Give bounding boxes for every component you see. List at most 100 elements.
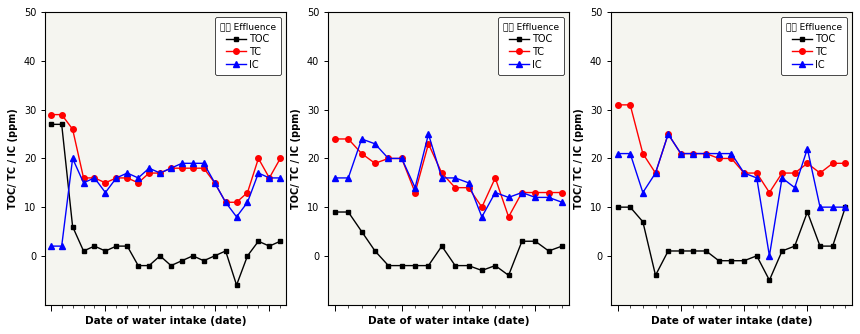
TC: [177, 166, 187, 170]
IC: [210, 181, 220, 185]
IC: [557, 200, 568, 204]
IC: [423, 132, 433, 136]
IC: [476, 215, 487, 219]
IC: [329, 176, 340, 180]
IC: [384, 156, 394, 160]
Line: TC: TC: [332, 136, 565, 220]
TOC: [530, 239, 540, 243]
IC: [101, 190, 111, 194]
TC: [384, 156, 394, 160]
TC: [503, 215, 513, 219]
Y-axis label: TOC/ TC / IC (ppm): TOC/ TC / IC (ppm): [574, 108, 584, 209]
TC: [625, 103, 636, 107]
IC: [638, 190, 648, 194]
TC: [187, 166, 198, 170]
IC: [144, 166, 154, 170]
TC: [410, 190, 421, 194]
Line: IC: IC: [332, 131, 565, 220]
IC: [187, 161, 198, 165]
TC: [57, 113, 67, 117]
TC: [166, 166, 176, 170]
TC: [530, 190, 540, 194]
IC: [789, 186, 800, 190]
TOC: [243, 254, 253, 258]
IC: [650, 171, 660, 175]
TC: [101, 181, 111, 185]
X-axis label: Date of water intake (date): Date of water intake (date): [368, 316, 529, 326]
IC: [727, 152, 737, 156]
TC: [450, 186, 460, 190]
TOC: [264, 244, 274, 248]
TOC: [714, 259, 724, 263]
TOC: [46, 122, 56, 126]
TOC: [253, 239, 263, 243]
IC: [688, 152, 698, 156]
IC: [155, 171, 165, 175]
IC: [410, 186, 421, 190]
TC: [343, 137, 353, 141]
TOC: [663, 249, 673, 253]
Legend: TOC, TC, IC: TOC, TC, IC: [215, 17, 281, 75]
IC: [199, 161, 209, 165]
TC: [490, 176, 501, 180]
IC: [544, 195, 554, 199]
TC: [231, 200, 242, 204]
TOC: [827, 244, 838, 248]
IC: [275, 176, 286, 180]
IC: [231, 215, 242, 219]
TC: [663, 132, 673, 136]
TC: [243, 190, 253, 194]
X-axis label: Date of water intake (date): Date of water intake (date): [651, 316, 812, 326]
TOC: [739, 259, 749, 263]
TC: [840, 161, 851, 165]
TC: [220, 200, 230, 204]
TC: [557, 190, 568, 194]
TC: [650, 171, 660, 175]
TOC: [144, 264, 154, 268]
TC: [802, 161, 813, 165]
TOC: [437, 244, 447, 248]
TOC: [450, 264, 460, 268]
IC: [676, 152, 686, 156]
TOC: [67, 225, 77, 229]
IC: [739, 171, 749, 175]
TOC: [612, 205, 623, 209]
IC: [78, 181, 89, 185]
TOC: [410, 264, 421, 268]
IC: [243, 200, 253, 204]
TOC: [122, 244, 132, 248]
TOC: [231, 283, 242, 287]
TC: [253, 156, 263, 160]
IC: [133, 176, 144, 180]
TOC: [676, 249, 686, 253]
IC: [166, 166, 176, 170]
TC: [78, 176, 89, 180]
IC: [612, 152, 623, 156]
IC: [464, 181, 474, 185]
IC: [253, 171, 263, 175]
Line: TOC: TOC: [333, 210, 564, 278]
TOC: [177, 259, 187, 263]
TC: [777, 171, 787, 175]
IC: [122, 171, 132, 175]
TC: [789, 171, 800, 175]
IC: [503, 195, 513, 199]
IC: [765, 254, 775, 258]
TOC: [423, 264, 433, 268]
Legend: TOC, TC, IC: TOC, TC, IC: [498, 17, 564, 75]
TC: [329, 137, 340, 141]
TC: [612, 103, 623, 107]
TC: [714, 156, 724, 160]
TOC: [752, 254, 762, 258]
IC: [701, 152, 711, 156]
TC: [423, 142, 433, 146]
TC: [688, 152, 698, 156]
Y-axis label: TOC/ TC / IC (ppm): TOC/ TC / IC (ppm): [292, 108, 301, 209]
TOC: [777, 249, 787, 253]
IC: [517, 190, 527, 194]
TC: [133, 181, 144, 185]
TOC: [503, 273, 513, 277]
IC: [89, 176, 100, 180]
IC: [396, 156, 407, 160]
TC: [517, 190, 527, 194]
